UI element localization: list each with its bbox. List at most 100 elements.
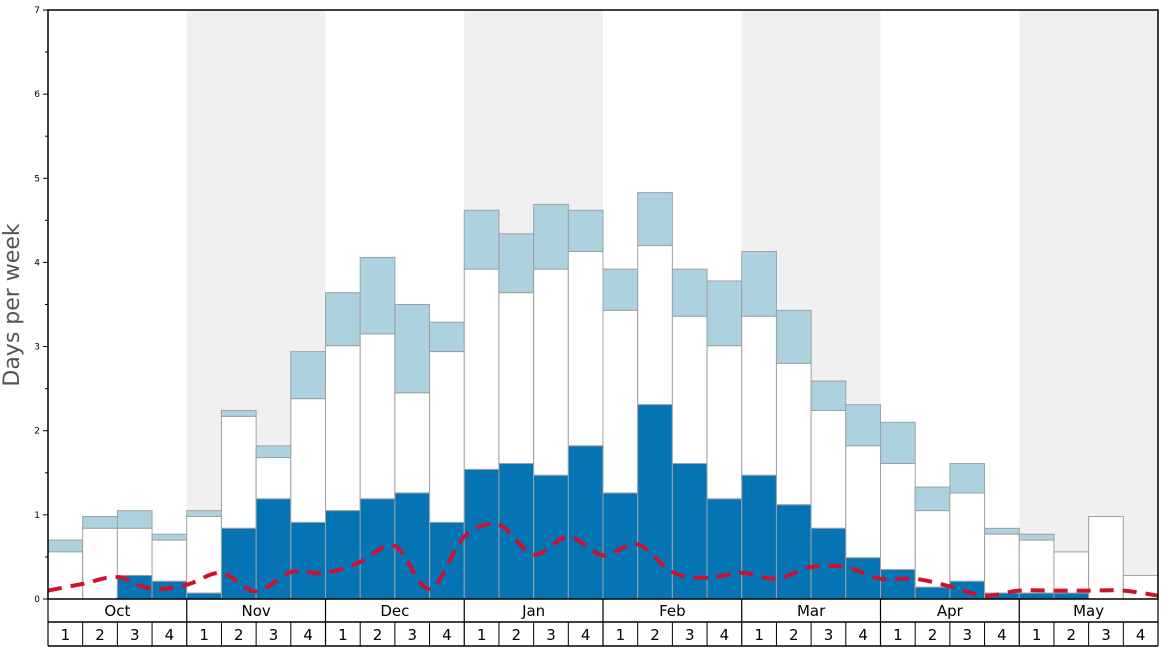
month-label-may: May (1073, 602, 1104, 620)
week-label: 3 (130, 626, 140, 644)
bar-top-band (637, 192, 673, 247)
y-tick-label: 7 (34, 6, 40, 16)
bar-middle-band (984, 533, 1020, 594)
bar-top-band (151, 533, 188, 541)
bar-top-band (775, 309, 812, 364)
bar-middle-band (741, 315, 777, 476)
bar-middle-band (290, 398, 326, 523)
bar-bottom-band (394, 492, 431, 600)
bar-middle-band (775, 362, 812, 506)
week-label: 3 (407, 626, 417, 644)
bar-top-band (602, 268, 639, 311)
bar-top-band (880, 421, 916, 465)
week-label: 4 (581, 626, 591, 644)
bar-top-band (984, 527, 1020, 535)
bar-bottom-band (602, 492, 639, 600)
bar-middle-band (186, 516, 222, 594)
bar-middle-band (880, 463, 916, 571)
week-label: 3 (546, 626, 556, 644)
bar-bottom-band (498, 463, 535, 600)
bar-top-band (82, 516, 118, 529)
trend-line (47, 522, 1159, 598)
bar-middle-band (116, 527, 153, 576)
bar-bottom-band (1053, 592, 1090, 600)
y-tick-label: 1 (34, 511, 40, 521)
bar-bottom-band (914, 586, 951, 600)
week-label: 4 (442, 626, 452, 644)
week-label: 2 (650, 626, 660, 644)
trend-line-layer (47, 522, 1159, 598)
bar-top-band (325, 292, 361, 347)
y-tick-label: 0 (34, 595, 40, 605)
bar-middle-band (82, 527, 118, 600)
bar-top-band (845, 404, 881, 447)
bar-top-band (429, 321, 465, 353)
bar-bottom-band (880, 569, 916, 600)
week-label: 3 (1101, 626, 1111, 644)
week-label: 4 (858, 626, 868, 644)
bar-middle-band (1053, 551, 1090, 594)
y-tick-label: 6 (34, 90, 40, 100)
month-label-oct: Oct (104, 602, 130, 620)
month-label-dec: Dec (380, 602, 409, 620)
bar-middle-band (359, 333, 396, 500)
bar-top-band (810, 380, 847, 412)
month-label-feb: Feb (659, 602, 686, 620)
bar-middle-band (810, 410, 847, 529)
y-tick-label: 5 (34, 174, 40, 184)
bar-middle-band (47, 551, 84, 600)
bar-middle-band (255, 457, 292, 500)
bar-bottom-band (186, 592, 222, 600)
week-label: 4 (1136, 626, 1146, 644)
month-label-jan: Jan (521, 602, 545, 620)
bar-middle-band (602, 309, 639, 494)
y-tick-label: 3 (34, 343, 40, 353)
week-label: 2 (512, 626, 522, 644)
bar-top-band (567, 209, 604, 252)
week-label: 4 (165, 626, 175, 644)
y-axis-label: Days per week (0, 223, 25, 386)
week-label: 4 (997, 626, 1007, 644)
week-label: 4 (720, 626, 730, 644)
bar-top-band (116, 510, 153, 529)
bar-middle-band (706, 345, 743, 500)
week-label: 2 (789, 626, 799, 644)
week-label: 3 (824, 626, 834, 644)
bar-top-band (220, 410, 257, 417)
bar-bottom-band (429, 521, 465, 600)
bar-middle-band (498, 292, 535, 465)
bar-middle-band (671, 315, 708, 465)
bar-top-band (394, 304, 431, 394)
bar-top-band (463, 209, 500, 270)
bar-bottom-band (220, 527, 257, 600)
bar-bottom-band (567, 445, 604, 600)
bar-middle-band (637, 245, 673, 406)
bar-top-band (949, 463, 986, 494)
bar-bottom-band (775, 504, 812, 600)
week-label: 2 (95, 626, 105, 644)
bar-top-band (498, 233, 535, 294)
bar-bottom-band (359, 498, 396, 600)
bar-bottom-band (810, 527, 847, 600)
bar-middle-band (845, 445, 881, 559)
week-label: 1 (616, 626, 626, 644)
bar-top-band (47, 539, 84, 553)
week-label: 1 (1032, 626, 1042, 644)
y-tick-label: 2 (34, 427, 40, 437)
bar-bottom-band (706, 498, 743, 600)
bar-top-band (706, 280, 743, 347)
week-label: 1 (338, 626, 348, 644)
week-label: 4 (303, 626, 313, 644)
bar-top-band (290, 351, 326, 400)
bar-bottom-band (1018, 592, 1055, 600)
bar-top-band (186, 510, 222, 518)
month-label-nov: Nov (241, 602, 270, 620)
week-label: 3 (269, 626, 279, 644)
bar-middle-band (325, 345, 361, 512)
week-label: 1 (893, 626, 903, 644)
week-label: 1 (199, 626, 209, 644)
week-label: 1 (61, 626, 71, 644)
week-label: 2 (928, 626, 938, 644)
week-label: 2 (234, 626, 244, 644)
bar-bottom-band (290, 521, 326, 600)
